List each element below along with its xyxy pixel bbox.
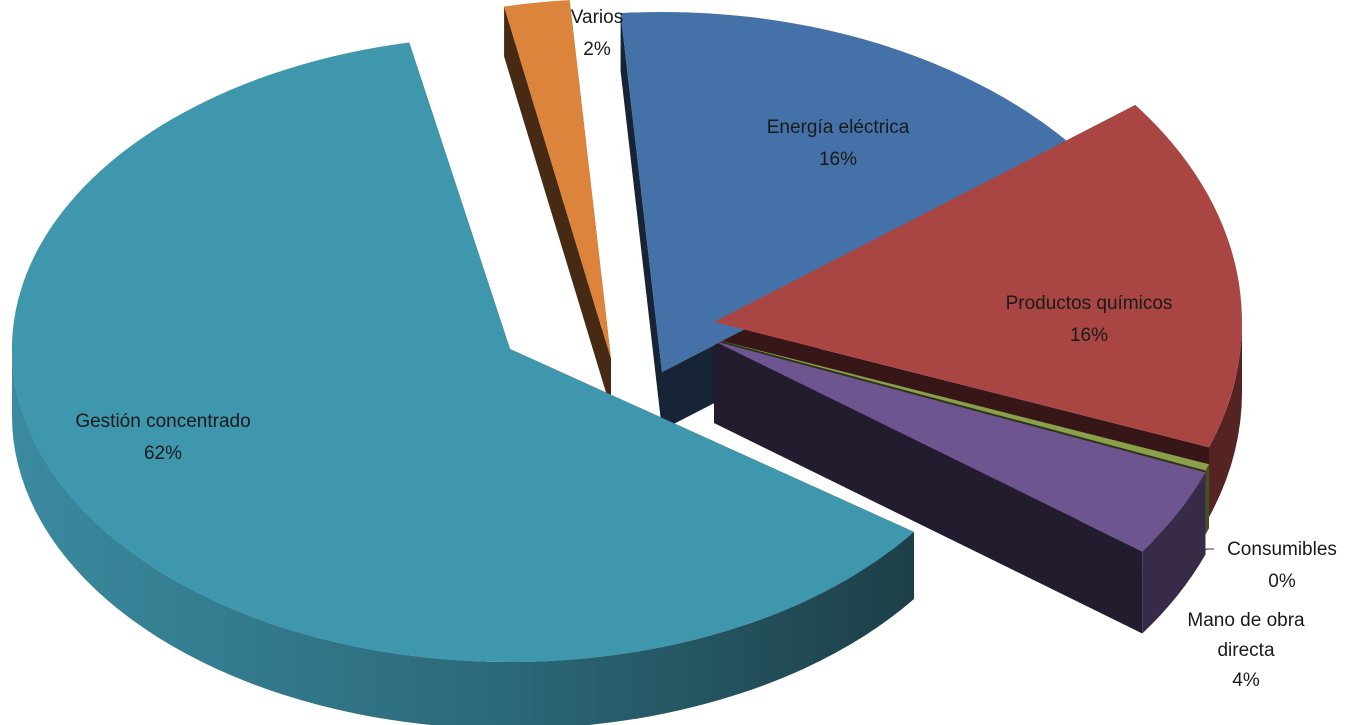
slice-value: 62% bbox=[143, 443, 183, 464]
slice-wall-mano-de-obra-directa-1 bbox=[714, 341, 1143, 634]
slice-wall-energia-electrica-0 bbox=[620, 13, 662, 430]
leader-line-consumibles bbox=[1190, 548, 1214, 558]
slice-gestion-concentrado bbox=[11, 42, 914, 663]
slice-varios bbox=[504, 0, 611, 359]
slice-consumibles bbox=[714, 339, 1209, 471]
slice-name: Consumibles bbox=[1227, 539, 1337, 560]
slice-name: Varios bbox=[570, 7, 624, 28]
slice-value: 2% bbox=[583, 39, 611, 60]
label-consumibles: Consumibles 0% bbox=[1227, 534, 1337, 598]
label-energia-electrica: Energía eléctrica 16% bbox=[767, 112, 910, 176]
slice-side-gestion-concentrado bbox=[12, 349, 914, 725]
slice-name: Mano de obra directa bbox=[1187, 610, 1305, 661]
slice-energia-electrica bbox=[620, 11, 1084, 373]
label-mano-de-obra-directa: Mano de obra directa 4% bbox=[1161, 606, 1331, 696]
slice-productos-quimicos bbox=[714, 105, 1242, 448]
slice-name: Productos químicos bbox=[1005, 293, 1173, 314]
label-gestion-concentrado: Gestión concentrado 62% bbox=[75, 406, 250, 470]
slice-mano-de-obra-directa bbox=[714, 341, 1206, 552]
slice-name: Energía eléctrica bbox=[766, 117, 910, 138]
slice-side-consumibles bbox=[1205, 464, 1209, 535]
slice-value: 16% bbox=[1069, 325, 1109, 346]
slice-value: 16% bbox=[818, 149, 858, 170]
slice-wall-varios-0 bbox=[504, 6, 611, 409]
label-productos-quimicos: Productos químicos 16% bbox=[1006, 288, 1173, 352]
slice-value: 4% bbox=[1232, 670, 1260, 691]
slice-value: 0% bbox=[1268, 571, 1296, 592]
slice-side-mano-de-obra-directa bbox=[1142, 472, 1206, 634]
slice-side-productos-quimicos bbox=[1209, 322, 1242, 518]
label-varios: Varios 2% bbox=[571, 2, 623, 66]
slice-name: Gestión concentrado bbox=[75, 411, 251, 432]
